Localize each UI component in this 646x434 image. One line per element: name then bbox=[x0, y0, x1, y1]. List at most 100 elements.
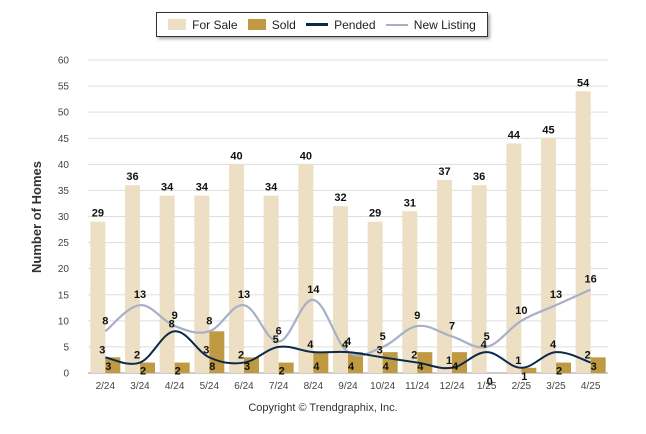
for-sale-data-label: 54 bbox=[577, 77, 590, 89]
bars bbox=[90, 91, 606, 374]
y-tick-label: 5 bbox=[63, 342, 69, 353]
new-listing-data-label: 8 bbox=[206, 315, 212, 327]
new-listing-data-label: 10 bbox=[515, 305, 527, 317]
sold-data-label: 0 bbox=[487, 376, 493, 388]
x-tick-label: 2/25 bbox=[512, 381, 532, 392]
y-tick-label: 60 bbox=[58, 56, 70, 67]
for-sale-data-label: 29 bbox=[92, 208, 104, 220]
legend-item-for-sale[interactable]: For Sale bbox=[168, 17, 238, 32]
sold-bar bbox=[209, 331, 225, 373]
y-tick-label: 15 bbox=[58, 290, 70, 301]
for-sale-bar bbox=[367, 221, 383, 373]
sold-bar bbox=[417, 352, 433, 373]
for-sale-bar bbox=[506, 143, 522, 373]
legend-item-new-listing[interactable]: New Listing bbox=[385, 17, 476, 32]
new-listing-data-label: 9 bbox=[172, 310, 178, 322]
for-sale-data-label: 32 bbox=[334, 192, 346, 204]
for-sale-bar bbox=[125, 185, 140, 373]
sold-data-label: 2 bbox=[556, 366, 562, 378]
for-sale-bar bbox=[575, 91, 591, 374]
for-sale-data-label: 36 bbox=[126, 171, 138, 183]
x-tick-label: 10/24 bbox=[370, 381, 395, 392]
sold-data-label: 4 bbox=[452, 361, 459, 373]
x-tick-label: 8/24 bbox=[304, 381, 324, 392]
for-sale-bar bbox=[194, 195, 210, 373]
y-tick-label: 40 bbox=[58, 160, 70, 171]
y-tick-label: 30 bbox=[58, 212, 70, 223]
for-sale-data-label: 34 bbox=[196, 182, 209, 194]
legend-label-for-sale: For Sale bbox=[192, 17, 238, 32]
sold-data-label: 1 bbox=[521, 371, 527, 383]
x-tick-label: 3/25 bbox=[546, 381, 566, 392]
for-sale-bar bbox=[90, 221, 106, 373]
sold-bar bbox=[174, 362, 190, 373]
sold-bar bbox=[590, 357, 606, 373]
for-sale-data-label: 34 bbox=[161, 182, 174, 194]
new-listing-data-label: 9 bbox=[414, 310, 420, 322]
pended-data-label: 3 bbox=[377, 344, 383, 356]
new-listing-data-label: 16 bbox=[585, 274, 597, 286]
sold-data-label: 3 bbox=[591, 361, 597, 373]
new-listing-data-label: 13 bbox=[134, 289, 146, 301]
sold-data-label: 4 bbox=[383, 361, 390, 373]
y-axis-label: Number of Homes bbox=[29, 161, 44, 273]
for-sale-bar bbox=[437, 179, 452, 373]
for-sale-bar bbox=[298, 164, 314, 373]
x-tick-label: 1/25 bbox=[477, 381, 497, 392]
pended-data-label: 2 bbox=[585, 350, 591, 362]
legend-item-sold[interactable]: Sold bbox=[247, 17, 296, 32]
sold-bar bbox=[140, 362, 155, 373]
new-listing-data-label: 8 bbox=[102, 315, 108, 327]
pended-swatch bbox=[306, 23, 329, 26]
pended-data-label: 2 bbox=[134, 350, 140, 362]
new-listing-data-label: 13 bbox=[550, 289, 562, 301]
new-listing-data-label: 13 bbox=[238, 289, 250, 301]
sold-bar bbox=[521, 367, 537, 373]
for-sale-bar bbox=[159, 195, 175, 373]
y-tick-label: 20 bbox=[58, 264, 70, 275]
y-tick-label: 50 bbox=[58, 108, 70, 119]
y-tick-label: 0 bbox=[63, 369, 69, 380]
sold-bar bbox=[313, 352, 329, 373]
sold-data-label: 8 bbox=[209, 361, 215, 373]
legend-item-pended[interactable]: Pended bbox=[306, 18, 376, 32]
for-sale-data-label: 34 bbox=[265, 182, 278, 194]
copyright-footer: Copyright © Trendgraphix, Inc. bbox=[248, 402, 398, 414]
series-lines bbox=[104, 288, 592, 370]
new-listing-swatch bbox=[385, 23, 408, 26]
new-listing-data-label: 6 bbox=[276, 326, 282, 338]
x-tick-label: 5/24 bbox=[200, 381, 220, 392]
pended-data-label: 2 bbox=[411, 350, 417, 362]
pended-data-label: 3 bbox=[99, 344, 105, 356]
x-tick-label: 7/24 bbox=[269, 381, 289, 392]
sold-bar bbox=[556, 362, 571, 373]
for-sale-bar bbox=[229, 164, 244, 373]
for-sale-swatch bbox=[168, 19, 187, 30]
sold-data-label: 4 bbox=[313, 361, 320, 373]
legend-label-sold: Sold bbox=[271, 17, 296, 32]
pended-data-label: 1 bbox=[515, 355, 521, 367]
sold-swatch bbox=[247, 19, 266, 30]
for-sale-data-label: 31 bbox=[404, 197, 416, 209]
x-tick-label: 2/24 bbox=[96, 381, 116, 392]
y-tick-label: 25 bbox=[58, 238, 70, 249]
x-tick-label: 9/24 bbox=[338, 381, 358, 392]
x-tick-label: 4/24 bbox=[165, 381, 185, 392]
x-tick-label: 12/24 bbox=[439, 381, 464, 392]
pended-data-label: 8 bbox=[169, 318, 175, 330]
for-sale-data-label: 29 bbox=[369, 208, 381, 220]
for-sale-data-label: 44 bbox=[508, 129, 521, 141]
sold-data-label: 2 bbox=[175, 366, 181, 378]
pended-data-label: 4 bbox=[481, 339, 488, 351]
legend-label-new-listing: New Listing bbox=[413, 17, 476, 32]
for-sale-bar bbox=[263, 195, 279, 373]
pended-data-label: 4 bbox=[342, 339, 349, 351]
for-sale-data-label: 45 bbox=[542, 124, 554, 136]
sold-data-label: 4 bbox=[348, 361, 355, 373]
pended-data-label: 3 bbox=[203, 344, 209, 356]
y-tick-label: 10 bbox=[58, 316, 70, 327]
for-sale-bar bbox=[541, 138, 556, 373]
x-tick-label: 11/24 bbox=[405, 381, 430, 392]
